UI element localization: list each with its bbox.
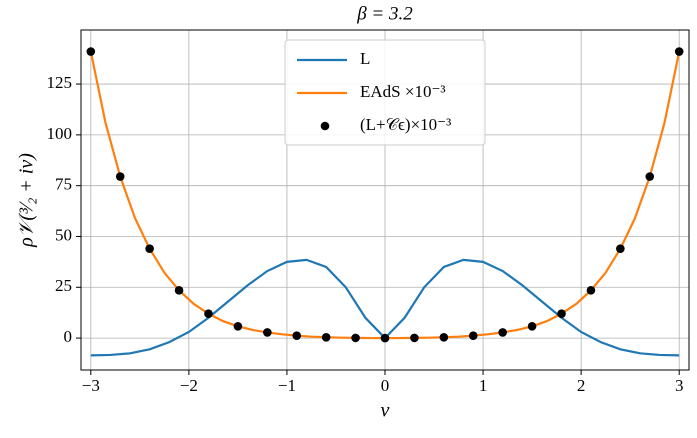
scatter-point: [115, 172, 125, 181]
scatter-point: [557, 309, 566, 319]
scatter-point: [498, 328, 507, 337]
y-tick-label: 100: [47, 124, 73, 143]
legend-label: EAdS ×10⁻³: [360, 82, 446, 101]
x-tick-label: −1: [278, 376, 296, 395]
scatter-point: [292, 331, 302, 340]
x-tick-label: −2: [180, 376, 198, 395]
x-axis-label: ν: [381, 400, 390, 422]
legend-label: L: [360, 49, 370, 68]
x-tick-label: 3: [675, 376, 684, 395]
chart-title: β = 3.2: [356, 3, 413, 24]
scatter-point: [204, 309, 213, 319]
scatter-point: [351, 333, 360, 343]
scatter-point: [527, 322, 537, 331]
y-tick-label: 0: [64, 327, 73, 346]
x-tick-label: −3: [82, 376, 100, 395]
scatter-point: [321, 332, 331, 342]
x-tick-label: 2: [577, 376, 586, 395]
y-axis-label: ρ𝒱(³⁄₂ + iν): [16, 153, 38, 248]
scatter-point: [616, 244, 625, 253]
scatter-point: [145, 244, 154, 253]
scatter-point: [86, 47, 96, 56]
scatter-point: [263, 328, 272, 337]
scatter-point: [645, 172, 655, 181]
legend-marker: [320, 121, 330, 131]
scatter-point: [233, 322, 243, 331]
x-tick-label: 1: [479, 376, 488, 395]
x-tick-label: 0: [381, 376, 390, 395]
scatter-point: [439, 332, 449, 342]
scatter-point: [380, 333, 390, 343]
y-tick-label: 125: [47, 73, 73, 92]
y-tick-label: 50: [55, 225, 72, 244]
scatter-point: [468, 331, 478, 340]
scatter-point: [586, 286, 596, 295]
y-tick-label: 25: [55, 276, 72, 295]
scatter-point: [674, 47, 684, 56]
legend-label: (L+𝒞ϵ)×10⁻³: [360, 115, 451, 134]
scatter-point: [174, 286, 184, 295]
scatter-point: [410, 333, 419, 343]
legend-box: [284, 39, 486, 146]
y-tick-label: 75: [55, 175, 72, 194]
plot-frame: [80, 29, 690, 371]
